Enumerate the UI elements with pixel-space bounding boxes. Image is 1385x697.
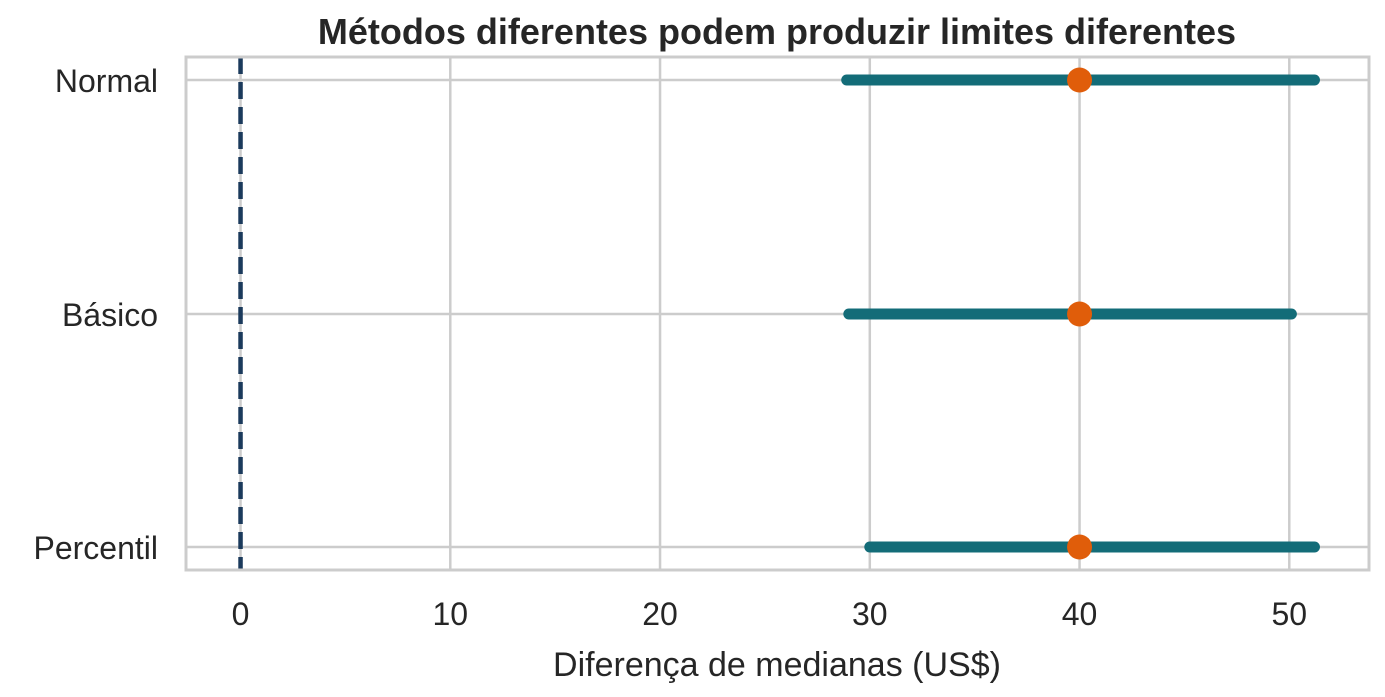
x-tick-label: 40 xyxy=(1062,596,1098,632)
interval-group xyxy=(841,67,1320,560)
estimate-point xyxy=(1067,67,1093,93)
x-axis-label: Diferença de medianas (US$) xyxy=(553,646,1001,684)
y-tick-label: Normal xyxy=(55,63,158,99)
x-tick-label: 30 xyxy=(852,596,888,632)
estimate-point xyxy=(1067,301,1093,327)
x-tick-label: 0 xyxy=(232,596,250,632)
y-tick-label: Percentil xyxy=(34,530,159,566)
estimate-point xyxy=(1067,534,1093,560)
x-tick-labels: 0 10 20 30 40 50 xyxy=(232,596,1307,632)
y-tick-labels: Normal Básico Percentil xyxy=(34,63,159,566)
x-tick-label: 10 xyxy=(432,596,468,632)
x-tick-label: 20 xyxy=(642,596,678,632)
x-tick-label: 50 xyxy=(1271,596,1307,632)
plot-frame xyxy=(184,55,1371,572)
chart-title: Métodos diferentes podem produzir limite… xyxy=(318,11,1236,52)
y-tick-label: Básico xyxy=(62,297,158,333)
